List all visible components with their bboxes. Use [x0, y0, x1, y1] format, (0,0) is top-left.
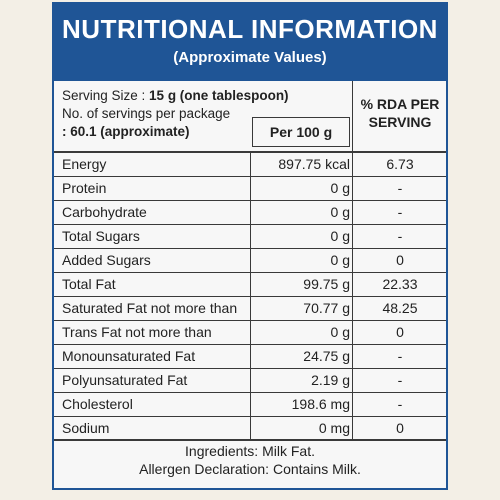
table-head-divider: [54, 151, 446, 153]
serving-size-line: Serving Size : 15 g (one tablespoon): [62, 87, 289, 105]
nutrient-rda: -: [397, 372, 403, 388]
ingredients-text: Ingredients: Milk Fat.: [185, 443, 315, 459]
nutrient-name: Monounsaturated Fat: [62, 348, 196, 364]
nutrient-value: 70.77 g: [303, 300, 350, 316]
serving-size-label: Serving Size :: [62, 88, 150, 103]
nutrient-value: 198.6 mg: [291, 396, 350, 412]
nutrient-value: 0 g: [330, 324, 350, 340]
per-100g-header: Per 100 g: [252, 117, 350, 147]
panel-subtitle: (Approximate Values): [173, 49, 327, 66]
nutrient-rda: 22.33: [382, 276, 418, 292]
nutrient-rda: -: [397, 180, 403, 196]
serving-size-value: 15 g (one tablespoon): [149, 88, 289, 103]
rda-header: % RDA PER SERVING: [354, 95, 446, 131]
nutrient-rda: -: [397, 396, 403, 412]
nutrient-value: 0 g: [330, 180, 350, 196]
nutrient-rda: 0: [396, 252, 404, 268]
value-column-divider: [250, 153, 251, 439]
nutrient-name: Cholesterol: [62, 396, 133, 412]
nutrition-panel: NUTRITIONAL INFORMATION (Approximate Val…: [52, 2, 448, 490]
allergen-text: Allergen Declaration: Contains Milk.: [139, 461, 361, 477]
nutrient-value: 24.75 g: [303, 348, 350, 364]
nutrient-value: 0 g: [330, 252, 350, 268]
nutrient-name: Polyunsaturated Fat: [62, 372, 188, 388]
nutrient-rda: -: [397, 228, 403, 244]
nutrient-rda: 0: [396, 324, 404, 340]
rda-column-divider: [352, 153, 353, 439]
nutrient-rda: 0: [396, 420, 404, 436]
nutrient-rda: 6.73: [386, 156, 414, 172]
nutrient-rda: -: [397, 204, 403, 220]
nutrient-name: Sodium: [62, 420, 110, 436]
nutrient-rda: 48.25: [382, 300, 418, 316]
nutrient-value: 0 g: [330, 204, 350, 220]
nutrient-value: 2.19 g: [311, 372, 350, 388]
servings-count-value: : 60.1 (approximate): [62, 124, 190, 139]
nutrient-name: Saturated Fat not more than: [62, 300, 238, 316]
servings-count-label: No. of servings per package: [62, 106, 231, 121]
rda-header-line1: % RDA PER: [360, 96, 440, 112]
nutrient-name: Added Sugars: [62, 252, 151, 268]
footer: Ingredients: Milk Fat. Allergen Declarat…: [54, 442, 446, 478]
nutrient-name: Total Fat: [62, 276, 116, 292]
nutrient-value: 99.75 g: [303, 276, 350, 292]
nutrient-name: Carbohydrate: [62, 204, 147, 220]
nutrient-name: Protein: [62, 180, 107, 196]
nutrient-name: Trans Fat not more than: [62, 324, 212, 340]
nutrition-header: NUTRITIONAL INFORMATION (Approximate Val…: [54, 4, 446, 81]
table-row: Added Sugars 0 g 0: [54, 249, 446, 273]
nutrient-value: 897.75 kcal: [278, 156, 350, 172]
nutrient-value: 0 mg: [318, 420, 350, 436]
serving-info: Serving Size : 15 g (one tablespoon) No.…: [62, 87, 289, 141]
rda-header-line2: SERVING: [368, 114, 432, 130]
nutrient-value: 0 g: [330, 228, 350, 244]
rda-column-divider-head: [352, 81, 353, 151]
table-row: Sodium 0 mg 0: [54, 417, 446, 441]
nutrient-name: Energy: [62, 156, 107, 172]
panel-title: NUTRITIONAL INFORMATION: [62, 14, 438, 44]
nutrient-name: Total Sugars: [62, 228, 140, 244]
nutrient-rda: -: [397, 348, 403, 364]
